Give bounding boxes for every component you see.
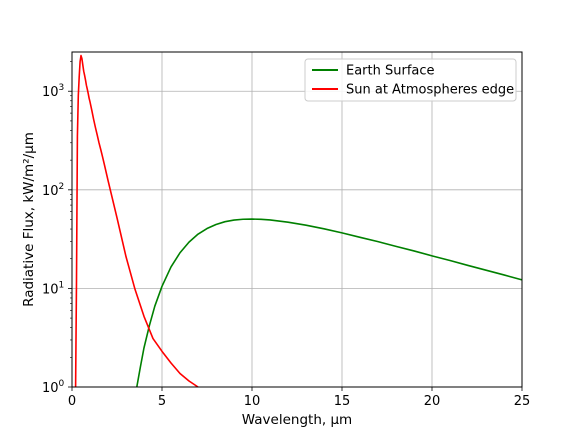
y-tick-label: 100 <box>42 379 65 396</box>
x-tick-label: 0 <box>68 394 76 409</box>
y-tick-label: 102 <box>42 182 64 199</box>
x-tick-label: 10 <box>244 394 261 409</box>
x-tick-label: 5 <box>158 394 166 409</box>
legend-label-earth: Earth Surface <box>346 64 435 79</box>
x-tick-label: 20 <box>424 394 441 409</box>
series-line-earth-surface <box>136 218 523 388</box>
legend-frame <box>304 58 517 102</box>
grid-lines <box>71 52 523 388</box>
axis-ticks: 0 5 10 15 20 25 100 101 102 103 <box>42 61 531 409</box>
x-tick-label: 25 <box>514 394 531 409</box>
x-tick-label: 15 <box>334 394 351 409</box>
y-tick-label: 103 <box>42 83 64 100</box>
plot-frame <box>71 51 523 388</box>
series-layer <box>74 54 523 388</box>
y-axis-label: Radiative Flux, kW/m²/μm <box>21 132 37 307</box>
y-tick-label: 101 <box>42 280 64 297</box>
x-axis-label: Wavelength, μm <box>242 412 352 428</box>
legend: Earth Surface Sun at Atmospheres edge <box>304 58 517 102</box>
legend-label-sun: Sun at Atmospheres edge <box>346 83 514 98</box>
series-line-sun-at-atmospheres-edge <box>74 54 199 388</box>
